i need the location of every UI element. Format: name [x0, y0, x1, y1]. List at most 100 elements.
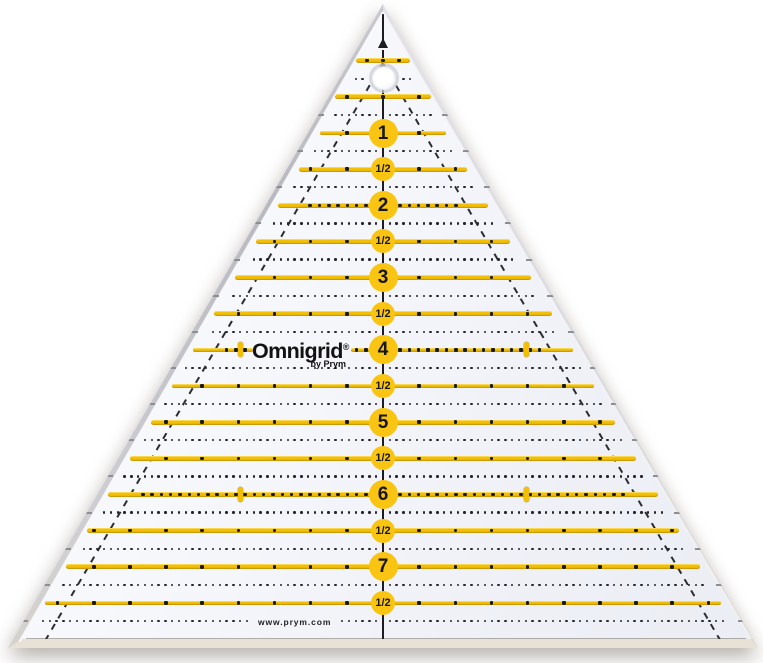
quarter-dot	[375, 402, 378, 406]
quarter-dot	[490, 547, 493, 550]
quarter-dot	[354, 330, 357, 333]
line-dot	[417, 528, 421, 533]
quarter-dot	[572, 439, 575, 442]
line-dot	[178, 492, 182, 497]
quarter-dot	[687, 583, 691, 587]
quarter-dot	[245, 475, 249, 478]
quarter-dot	[252, 583, 255, 587]
quarter-dot	[490, 439, 493, 442]
line-dot	[407, 203, 412, 208]
quarter-dot	[409, 77, 412, 80]
quarter-dot	[266, 258, 269, 261]
quarter-dot	[463, 186, 466, 189]
line-dot	[556, 492, 560, 497]
quarter-dot	[531, 583, 534, 587]
quarter-dot	[191, 619, 194, 623]
quarter-dot	[334, 113, 337, 117]
quarter-dot	[266, 475, 269, 478]
quarter-dot	[511, 511, 514, 514]
quarter-dot	[456, 619, 459, 623]
quarter-dot	[415, 258, 419, 261]
line-dot	[621, 492, 625, 497]
line-dot	[159, 492, 164, 497]
quarter-dot	[143, 619, 147, 623]
quarter-dot	[415, 330, 419, 333]
quarter-dot	[259, 439, 262, 442]
quarter-dot	[293, 258, 296, 261]
quarter-dot	[449, 366, 453, 370]
line-dot	[272, 420, 277, 424]
quarter-dot	[415, 149, 419, 153]
quarter-dot	[388, 149, 391, 153]
quarter-dot	[69, 619, 72, 623]
quarter-dot	[327, 149, 330, 153]
quarter-dot	[273, 475, 276, 478]
quarter-dot	[273, 511, 276, 514]
line-dot	[196, 492, 201, 497]
line-dot	[525, 420, 530, 424]
quarter-dot	[375, 113, 378, 117]
quarter-dot	[517, 439, 521, 442]
line-dot	[489, 420, 494, 424]
line-dot	[519, 348, 523, 352]
quarter-dot	[368, 222, 371, 225]
quarter-dot	[422, 619, 425, 623]
quarter-dot	[517, 402, 521, 406]
quarter-dot	[320, 294, 323, 297]
quarter-dot	[191, 475, 194, 478]
quarter-dot	[456, 330, 459, 333]
quarter-dot	[422, 149, 425, 153]
measure-badge: 1/2	[371, 229, 395, 254]
quarter-dot	[307, 222, 310, 225]
quarter-dot	[252, 330, 255, 333]
line-dot	[417, 239, 421, 244]
quarter-dot	[320, 258, 323, 261]
quarter-dot	[415, 294, 419, 297]
quarter-dot	[687, 619, 691, 623]
quarter-dot	[347, 330, 351, 333]
quarter-dot	[402, 619, 405, 623]
quarter-dot	[402, 77, 405, 80]
quarter-dot	[504, 366, 507, 370]
quarter-dot	[286, 439, 289, 442]
two-inch-tick	[523, 342, 529, 358]
quarter-dot	[286, 294, 289, 297]
quarter-dot	[273, 366, 276, 370]
quarter-dot	[402, 330, 405, 333]
line-dot	[444, 203, 449, 208]
quarter-dot	[239, 402, 242, 406]
line-dot	[547, 492, 551, 497]
edge-tick	[526, 258, 545, 261]
line-dot	[354, 348, 359, 352]
quarter-dot	[483, 330, 487, 333]
edge-tick	[137, 403, 156, 406]
quarter-dot	[286, 475, 289, 478]
quarter-dot	[171, 402, 174, 406]
quarter-dot	[177, 547, 181, 550]
line-dot	[236, 528, 241, 533]
quarter-dot	[436, 511, 439, 514]
line-dot	[519, 492, 523, 497]
quarter-dot	[517, 583, 521, 587]
quarter-dot	[660, 583, 663, 587]
quarter-dot	[388, 258, 391, 261]
quarter-dot	[334, 439, 337, 442]
quarter-dot	[259, 294, 262, 297]
quarter-dot	[245, 511, 249, 514]
quarter-dot	[259, 583, 262, 587]
line-dot	[364, 348, 368, 352]
quarter-dot	[477, 366, 480, 370]
line-dot	[453, 311, 458, 316]
quarter-dot	[565, 475, 568, 478]
quarter-dot	[395, 258, 398, 261]
quarter-dot	[361, 186, 364, 189]
quarter-dot	[103, 547, 106, 550]
quarter-dot	[354, 511, 357, 514]
quarter-dot	[579, 511, 582, 514]
quarter-dot	[443, 258, 446, 261]
quarter-dot	[660, 619, 663, 623]
quarter-dot	[55, 619, 58, 623]
quarter-dot	[266, 547, 269, 550]
quarter-dot	[184, 511, 187, 514]
quarter-dot	[456, 547, 459, 550]
